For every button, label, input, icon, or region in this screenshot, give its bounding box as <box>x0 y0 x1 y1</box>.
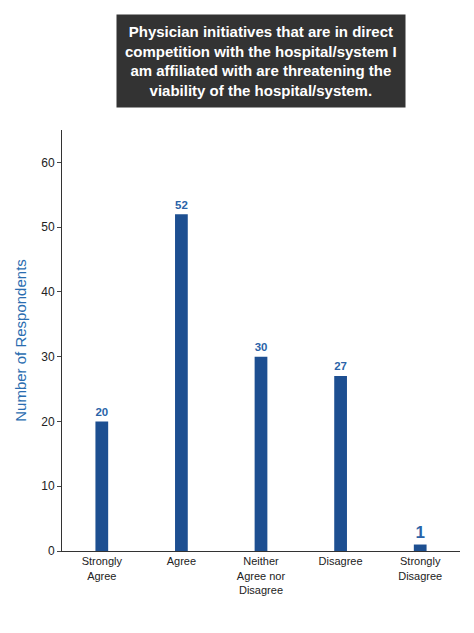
svg-text:27: 27 <box>334 360 347 372</box>
svg-text:20: 20 <box>41 415 55 429</box>
svg-text:60: 60 <box>41 156 55 170</box>
svg-text:30: 30 <box>255 341 268 353</box>
svg-text:0: 0 <box>48 544 55 558</box>
svg-text:10: 10 <box>41 479 55 493</box>
svg-text:40: 40 <box>41 285 55 299</box>
svg-text:Physician initiatives that are: Physician initiatives that are in direct… <box>125 23 397 99</box>
svg-text:50: 50 <box>41 220 55 234</box>
svg-text:Number of Respondents: Number of Respondents <box>12 259 29 422</box>
svg-text:1: 1 <box>415 523 424 542</box>
svg-text:Disagree: Disagree <box>319 555 363 567</box>
svg-text:20: 20 <box>95 406 108 418</box>
svg-text:NeitherAgree norDisagree: NeitherAgree norDisagree <box>237 555 286 596</box>
svg-text:Agree: Agree <box>167 555 196 567</box>
svg-text:StronglyDisagree: StronglyDisagree <box>398 555 442 581</box>
svg-text:30: 30 <box>41 350 55 364</box>
svg-text:52: 52 <box>175 199 188 211</box>
svg-text:StronglyAgree: StronglyAgree <box>82 555 123 581</box>
